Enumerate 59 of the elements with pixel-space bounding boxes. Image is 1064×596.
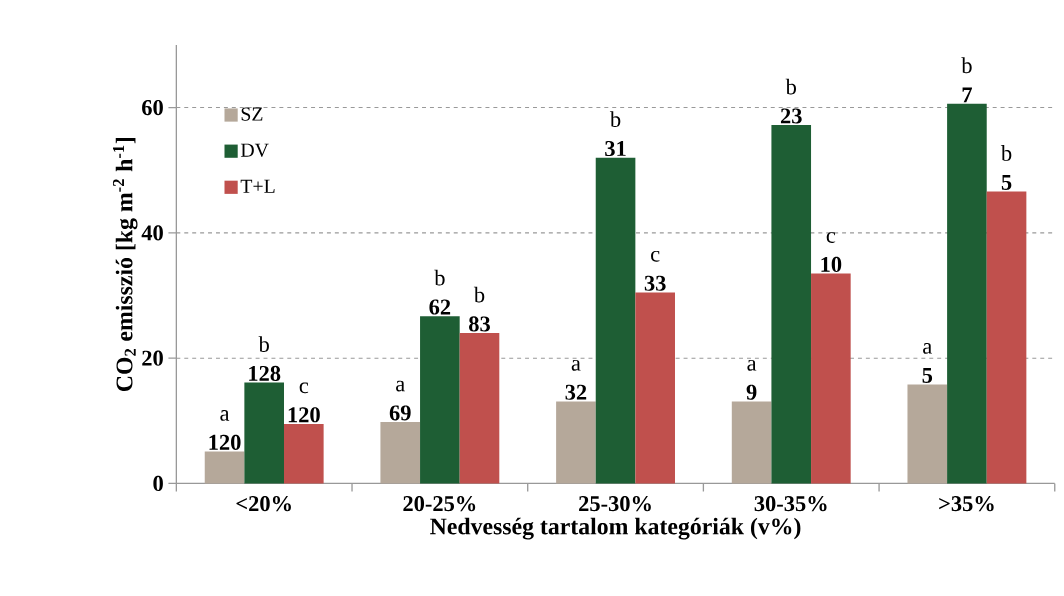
annotation: b: [473, 286, 485, 303]
bar: [556, 401, 596, 484]
annotation: 69: [389, 405, 411, 421]
annotation: b: [609, 111, 621, 127]
annotation: a: [747, 359, 757, 371]
x-tick-label: 25-30%: [579, 495, 651, 512]
annotation: 23: [780, 108, 802, 124]
annotation: b: [434, 269, 445, 286]
bar: [771, 124, 812, 484]
y-tick-label: 0: [153, 475, 163, 491]
bar: [459, 332, 500, 484]
annotation: a: [396, 380, 405, 392]
bar: [204, 451, 245, 484]
legend-label: DV: [240, 143, 269, 157]
legend-label: T+L: [240, 179, 275, 193]
bar: [635, 292, 675, 484]
x-tick-label: >35%: [939, 495, 994, 512]
annotation: c: [299, 382, 309, 394]
x-tick-label: <20%: [236, 495, 291, 512]
annotation: b: [785, 78, 796, 95]
bar: [811, 273, 851, 484]
annotation: a: [220, 409, 230, 421]
x-tick-label: 20-25%: [403, 495, 476, 512]
y-tick-label: 20: [142, 350, 163, 366]
annotation: 128: [249, 365, 281, 381]
annotation: 83: [469, 316, 490, 332]
bar: [420, 315, 460, 484]
legend-label: SZ: [241, 107, 263, 121]
annotation: c: [651, 250, 660, 262]
bar: [907, 384, 948, 484]
y-axis-title: CO$_{2}$ emisszió [kg m$^{-2}$ h$^{-1}$]: [112, 137, 138, 391]
annotation: a: [923, 342, 932, 354]
x-tick-label: 30-35%: [754, 495, 827, 512]
annotation: a: [571, 359, 581, 371]
annotation: b: [1000, 144, 1012, 161]
annotation: 32: [565, 384, 587, 400]
annotation: 7: [962, 87, 972, 103]
annotation: 5: [922, 367, 933, 383]
bar: [595, 157, 636, 484]
bar: [947, 103, 987, 484]
bar: [244, 382, 284, 484]
x-axis-title: Nedvesség tartalom kategóriák (v%): [430, 517, 801, 540]
bar: [731, 401, 772, 484]
annotation: 5: [1001, 174, 1012, 190]
bar: [380, 421, 421, 484]
annotation: 9: [746, 384, 757, 400]
annotation: 62: [429, 299, 451, 315]
y-tick-label: 40: [141, 225, 163, 241]
annotation: b: [258, 335, 269, 352]
annotation: c: [826, 231, 836, 243]
y-tick-label: 60: [142, 99, 163, 115]
annotation: b: [961, 57, 972, 73]
annotation: 31: [605, 140, 626, 156]
annotation: 10: [821, 256, 842, 272]
annotation: 120: [209, 434, 241, 450]
annotation: 33: [644, 275, 666, 291]
bar: [284, 423, 324, 484]
annotation: 120: [288, 407, 320, 423]
bar: [986, 191, 1027, 484]
